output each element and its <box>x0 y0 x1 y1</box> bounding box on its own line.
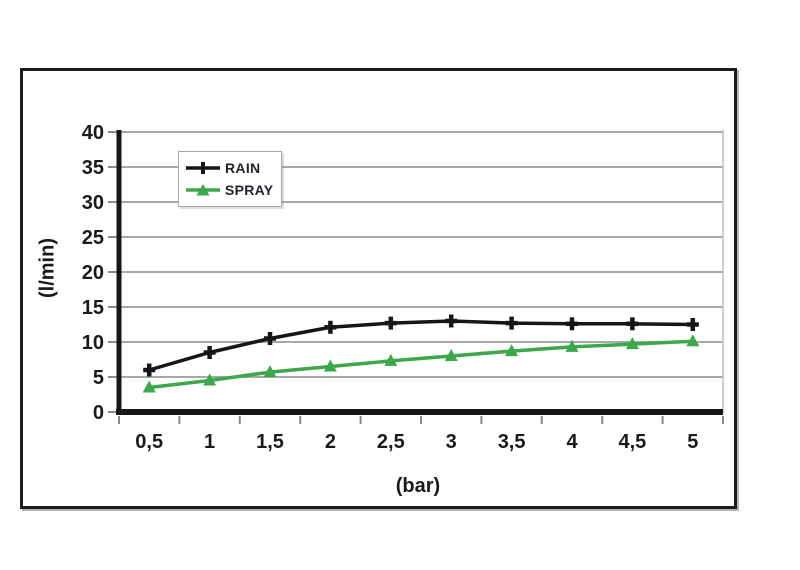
rain-line-plus-marker-icon <box>186 162 220 174</box>
svg-text:30: 30 <box>82 192 104 214</box>
svg-text:5: 5 <box>687 431 698 453</box>
legend-label-spray: SPRAY <box>225 182 274 198</box>
svg-text:3,5: 3,5 <box>498 431 526 453</box>
svg-text:40: 40 <box>82 122 104 144</box>
svg-text:35: 35 <box>82 157 104 179</box>
svg-text:3: 3 <box>446 431 457 453</box>
svg-text:2,5: 2,5 <box>377 431 405 453</box>
legend-item-spray: SPRAY <box>185 182 275 198</box>
svg-text:10: 10 <box>82 332 104 354</box>
svg-text:2: 2 <box>325 431 336 453</box>
svg-text:25: 25 <box>82 227 104 249</box>
svg-text:4,5: 4,5 <box>618 431 646 453</box>
figure-frame: 0 5 10 15 20 25 30 35 40 0,5 1 1,5 2 2,5 3 3,5 4 4,5 5 (l/… <box>20 68 737 509</box>
legend: RAIN SPRAY <box>178 151 282 207</box>
svg-text:5: 5 <box>93 367 104 389</box>
legend-label-rain: RAIN <box>225 160 261 176</box>
svg-text:0: 0 <box>93 402 104 424</box>
svg-text:0,5: 0,5 <box>135 431 163 453</box>
spray-line-triangle-marker-icon <box>186 184 220 196</box>
flow-rate-line-chart: 0 5 10 15 20 25 30 35 40 0,5 1 1,5 2 2,5 3 3,5 4 4,5 5 <box>82 122 724 453</box>
svg-text:1: 1 <box>204 431 215 453</box>
svg-text:15: 15 <box>82 297 104 319</box>
svg-text:1,5: 1,5 <box>256 431 284 453</box>
svg-text:4: 4 <box>566 431 578 453</box>
y-axis-title: (l/min) <box>36 238 59 298</box>
x-axis-title: (bar) <box>395 475 441 497</box>
svg-text:20: 20 <box>82 262 104 284</box>
legend-item-rain: RAIN <box>185 160 275 176</box>
